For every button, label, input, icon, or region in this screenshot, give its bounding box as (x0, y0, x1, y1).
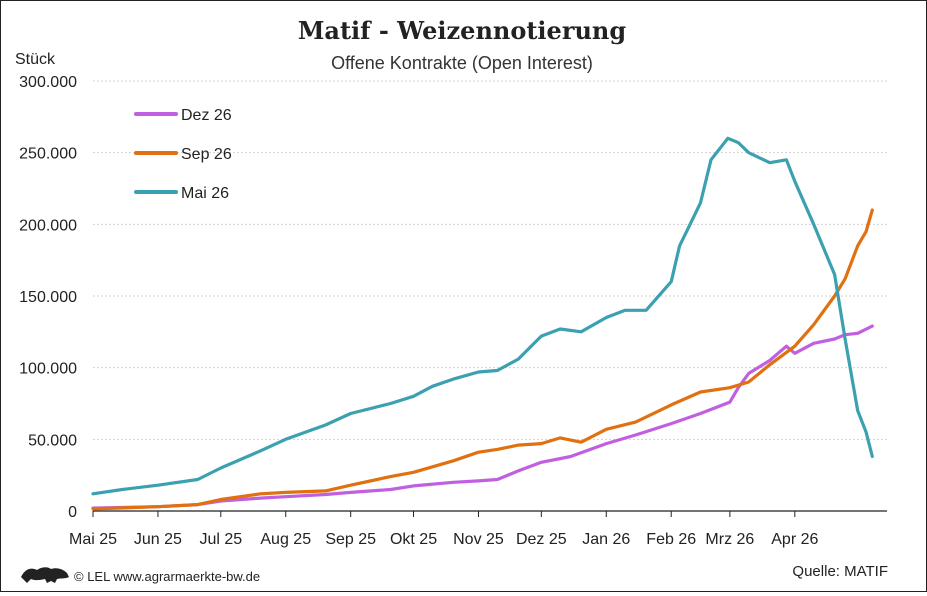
series-line-mai-26 (91, 136, 874, 496)
legend: Dez 26 Sep 26 Mai 26 (134, 107, 232, 202)
x-tick-label: Okt 25 (390, 531, 437, 548)
chart-subtitle: Offene Kontrakte (Open Interest) (331, 53, 593, 73)
x-tick-label: Dez 25 (516, 531, 567, 548)
footer-source: Quelle: MATIF (792, 563, 888, 580)
legend-label: Dez 26 (181, 107, 232, 124)
y-tick-label: 100.000 (19, 361, 77, 378)
series-line-dez-26 (91, 324, 874, 510)
legend-label: Mai 26 (181, 185, 229, 202)
y-tick-label: 300.000 (19, 74, 77, 91)
footer-credit: © LEL www.agrarmaerkte-bw.de (74, 569, 260, 584)
x-tick-label: Feb 26 (646, 531, 696, 548)
x-tick-label: Nov 25 (453, 531, 504, 548)
x-tick-label: Jun 25 (134, 531, 182, 548)
x-tick-label: Sep 25 (325, 531, 376, 548)
x-tick-label: Jul 25 (199, 531, 242, 548)
x-tick-label: Jan 26 (582, 531, 630, 548)
chart-title: Matif - Weizennotierung (298, 16, 627, 45)
x-axis-ticks: Mai 25 Jun 25 Jul 25 Aug 25 Sep 25 Okt 25 Nov … (69, 511, 818, 548)
y-tick-label: 200.000 (19, 217, 77, 234)
y-tick-label: 0 (68, 504, 77, 521)
x-tick-label: Mai 25 (69, 531, 117, 548)
y-axis-ticks: 0 50.000 100.000 150.000 200.000 250.000 300.0… (19, 74, 77, 521)
y-tick-label: 50.000 (28, 432, 77, 449)
y-tick-label: 150.000 (19, 289, 77, 306)
series-line-sep-26 (91, 208, 874, 511)
lion-logo (21, 567, 69, 583)
legend-label: Sep 26 (181, 146, 232, 163)
y-tick-label: 250.000 (19, 146, 77, 163)
series-lines (91, 136, 874, 511)
x-tick-label: Aug 25 (260, 531, 311, 548)
y-axis-unit-label: Stück (15, 51, 56, 68)
grid-lines (93, 80, 887, 512)
x-tick-label: Mrz 26 (705, 531, 754, 548)
x-tick-label: Apr 26 (771, 531, 818, 548)
